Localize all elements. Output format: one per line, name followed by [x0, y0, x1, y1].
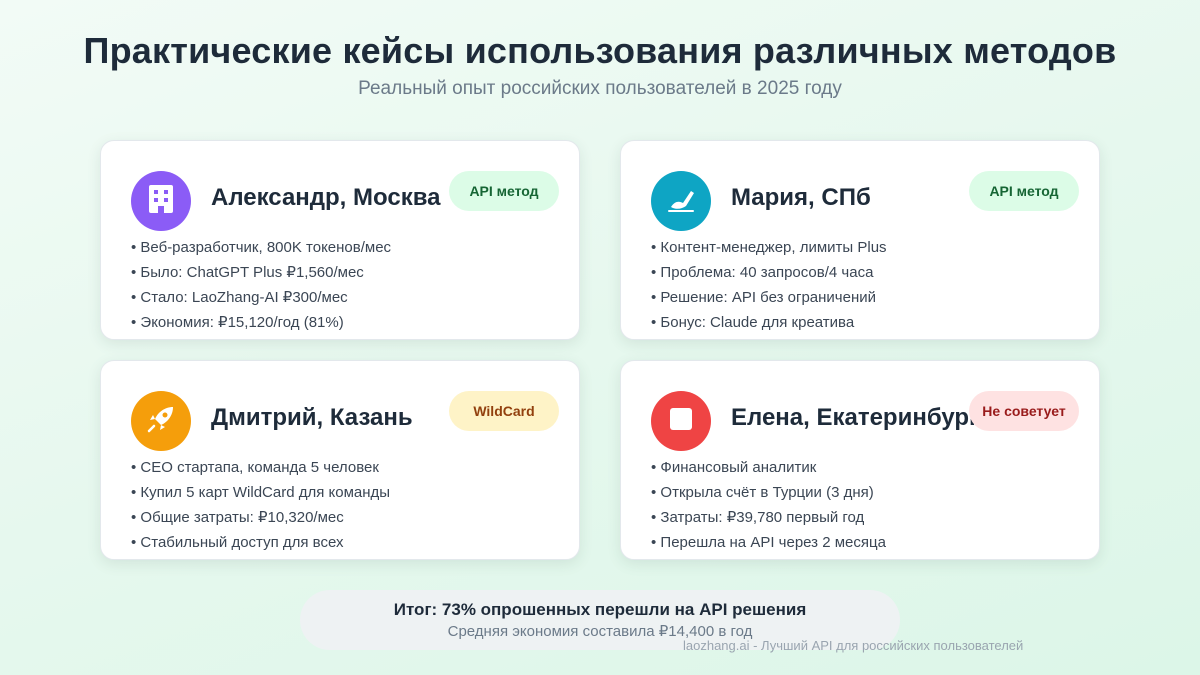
avatar: [651, 391, 711, 451]
case-card-elena: Елена, Екатеринбург Не советует • Финанс…: [620, 360, 1100, 560]
method-badge: API метод: [969, 171, 1079, 211]
details-list: • Контент-менеджер, лимиты Plus • Пробле…: [651, 235, 887, 335]
building-icon: [143, 181, 179, 222]
list-item: • CEO стартапа, команда 5 человек: [131, 459, 379, 476]
case-card-maria: Мария, СПб API метод • Контент-менеджер,…: [620, 140, 1100, 340]
summary-box: Итог: 73% опрошенных перешли на API реше…: [300, 590, 900, 650]
list-item: • Общие затраты: ₽10,320/мес: [131, 509, 344, 526]
summary-title: Итог: 73% опрошенных перешли на API реше…: [393, 600, 807, 619]
list-item: • Решение: API без ограничений: [651, 289, 877, 306]
rocket-icon: [143, 401, 179, 442]
case-card-aleksandr: Александр, Москва API метод • Веб-разраб…: [100, 140, 580, 340]
details-list: • Финансовый аналитик • Открыла счёт в Т…: [651, 455, 886, 555]
list-item: • Финансовый аналитик: [651, 459, 817, 476]
person-name: Александр, Москва: [211, 184, 441, 211]
avatar: [131, 171, 191, 231]
details-list: • CEO стартапа, команда 5 человек • Купи…: [131, 455, 390, 555]
list-item: • Перешла на API через 2 месяца: [651, 534, 886, 551]
case-card-dmitry: Дмитрий, Казань WildCard • CEO стартапа,…: [100, 360, 580, 560]
details-list: • Веб-разработчик, 800K токенов/мес • Бы…: [131, 235, 391, 335]
method-badge: API метод: [449, 171, 559, 211]
list-item: • Проблема: 40 запросов/4 часа: [651, 264, 874, 281]
footer-credit: laozhang.ai - Лучший API для российских …: [683, 638, 1024, 653]
page-subtitle: Реальный опыт российских пользователей в…: [358, 78, 842, 99]
avatar: [131, 391, 191, 451]
list-item: • Купил 5 карт WildCard для команды: [131, 484, 391, 501]
page-title: Практические кейсы использования различн…: [83, 30, 1117, 71]
writing-hand-icon: [663, 181, 699, 222]
person-name: Мария, СПб: [731, 184, 871, 211]
list-item: • Веб-разработчик, 800K токенов/мес: [131, 239, 392, 256]
list-item: • Стало: LaoZhang-AI ₽300/мес: [131, 289, 348, 306]
list-item: • Экономия: ₽15,120/год (81%): [131, 314, 344, 331]
person-name: Дмитрий, Казань: [211, 404, 413, 431]
list-item: • Было: ChatGPT Plus ₽1,560/мес: [131, 264, 364, 281]
method-badge: WildCard: [449, 391, 559, 431]
list-item: • Открыла счёт в Турции (3 дня): [651, 484, 874, 501]
method-badge: Не советует: [969, 391, 1079, 431]
list-item: • Стабильный доступ для всех: [131, 534, 344, 551]
avatar: [651, 171, 711, 231]
person-name: Елена, Екатеринбург: [731, 404, 980, 431]
bank-icon: [663, 401, 699, 442]
summary-subtitle: Средняя экономия составила ₽14,400 в год: [447, 623, 753, 640]
list-item: • Контент-менеджер, лимиты Plus: [651, 239, 887, 256]
list-item: • Затраты: ₽39,780 первый год: [651, 509, 865, 526]
list-item: • Бонус: Claude для креатива: [651, 314, 855, 331]
